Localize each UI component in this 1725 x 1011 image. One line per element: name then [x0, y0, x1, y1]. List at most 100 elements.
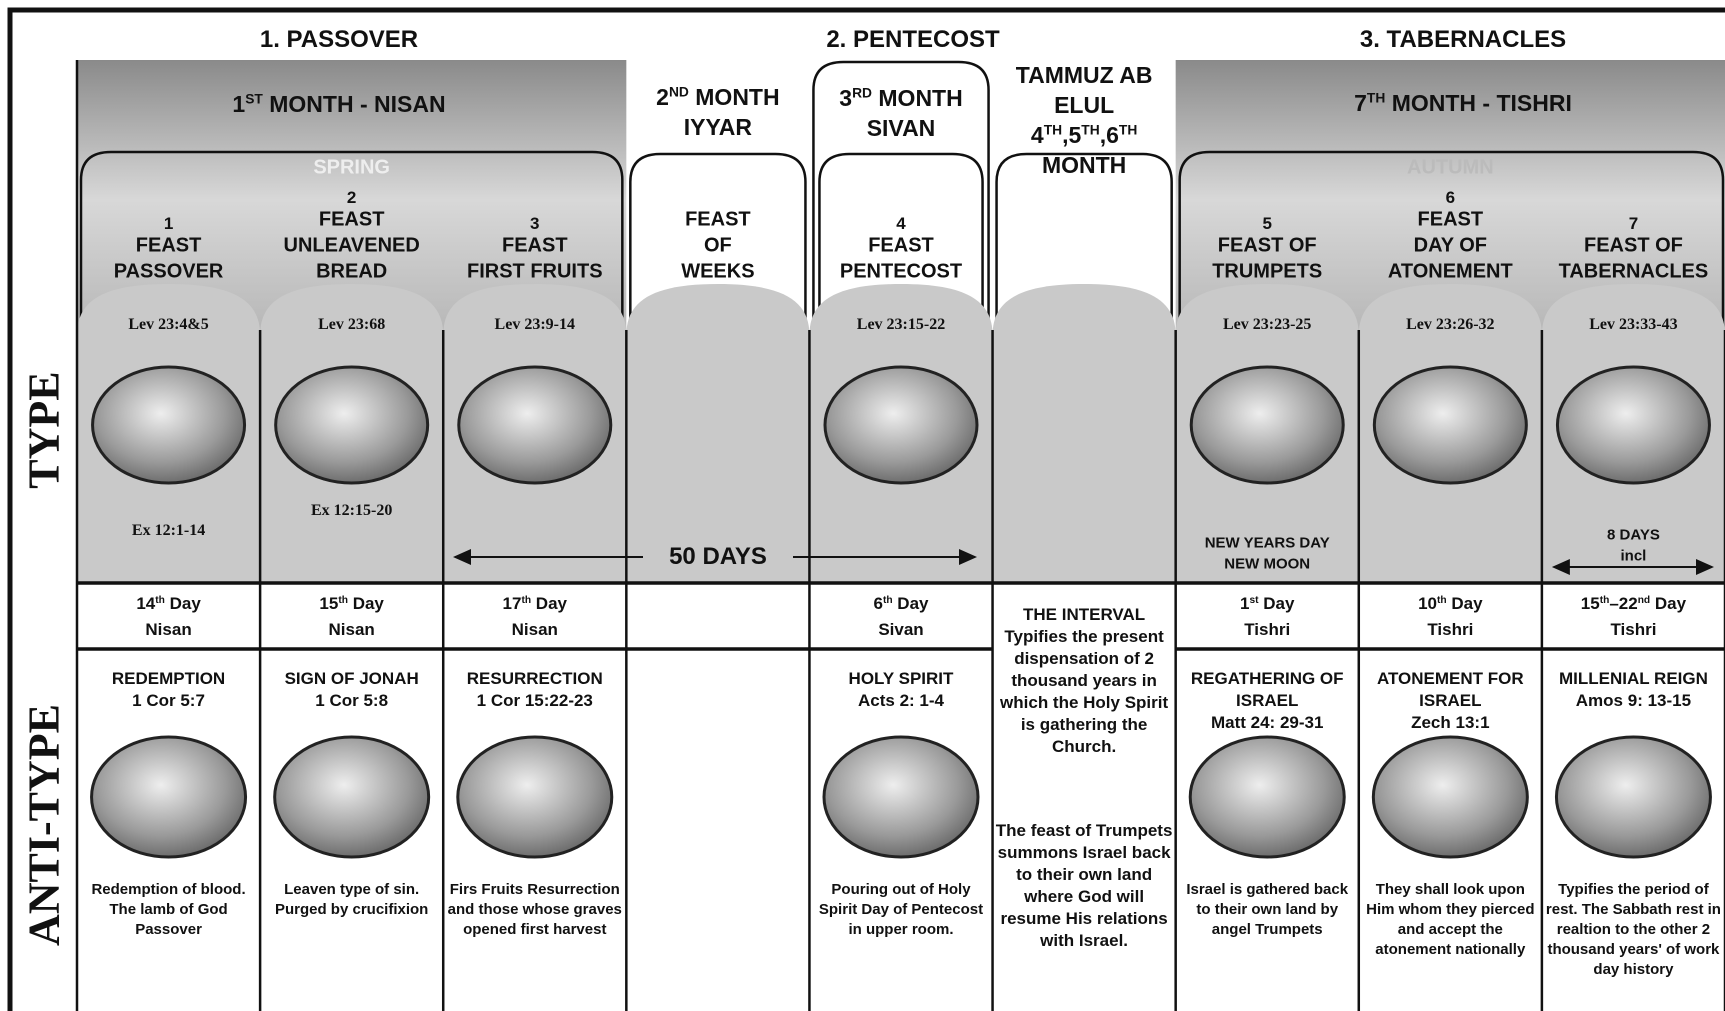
- superscript: th: [338, 595, 348, 607]
- feast-number: 5: [1262, 214, 1272, 234]
- type-note: Ex 12:1-14: [131, 521, 206, 539]
- date-day: 15th Day: [260, 594, 443, 614]
- text-segment: MONTH: [1041, 152, 1127, 178]
- text-segment: 1: [232, 91, 246, 117]
- feast-name: FEAST: [135, 234, 202, 257]
- feast-name: FEAST: [1417, 208, 1484, 231]
- month-line: TAMMUZ AB: [994, 60, 1174, 90]
- anti-type-picture: [273, 735, 431, 859]
- feast-name: UNLEAVENED: [283, 234, 420, 257]
- anti-text: Redemption of blood. The lamb of God Pas…: [91, 881, 246, 938]
- type-note: 8 DAYS: [1607, 526, 1660, 544]
- superscript: st: [1249, 595, 1259, 607]
- text-segment: Day: [164, 594, 201, 614]
- date-month: Tishri: [1244, 620, 1291, 640]
- type-note: Ex 12:15-20: [311, 501, 393, 519]
- date-day: 17th Day: [443, 594, 626, 614]
- scripture-ref: Lev 23:26-32: [1406, 315, 1495, 333]
- month-label: 7TH MONTH - TISHRI: [1263, 88, 1663, 118]
- feast-name: FEAST: [685, 208, 751, 231]
- type-picture: [274, 365, 430, 485]
- text-segment: 17: [502, 594, 522, 614]
- scripture-ref: Lev 23:4&5: [128, 315, 209, 333]
- frame: [7, 7, 1725, 1011]
- interval-text: Typifies the present dispensation of 2 t…: [1000, 627, 1169, 756]
- type-picture: [1372, 365, 1528, 485]
- season-arch: [1178, 150, 1725, 340]
- text-segment: 10: [1418, 594, 1437, 614]
- feast-name: FEAST: [318, 208, 385, 231]
- text-segment: IYYAR: [683, 114, 752, 140]
- anti-title: HOLY SPIRIT: [848, 669, 954, 688]
- dome: [992, 284, 1176, 583]
- date-month: Nisan: [511, 620, 558, 640]
- month-line: 1ST MONTH - NISAN: [189, 89, 489, 119]
- interval-title: THE INTERVAL: [1023, 605, 1146, 624]
- scripture-ref: Lev 23:68: [318, 315, 386, 333]
- text-segment: MONTH - TISHRI: [1385, 90, 1572, 116]
- date-month: Nisan: [145, 620, 192, 640]
- anti-text: Pouring out of Holy Spirit Day of Pentec…: [818, 881, 984, 938]
- anti-text: Firs Fruits Resurrection and those whose…: [447, 881, 622, 938]
- anti-type-picture: [90, 735, 248, 859]
- month-label: 2ND MONTH IYYAR: [628, 82, 808, 142]
- season-label: AUTUMN: [1407, 156, 1494, 179]
- date-day: 6th Day: [809, 594, 992, 614]
- anti-type-picture: [1371, 735, 1529, 859]
- text-segment: 15: [1580, 594, 1600, 614]
- feast-name: TABERNACLES: [1558, 260, 1709, 283]
- feast-name: TRUMPETS: [1212, 260, 1323, 283]
- fifty-days: 50 DAYS: [643, 543, 793, 571]
- anti-header: SIGN OF JONAH 1 Cor 5:8: [264, 668, 439, 712]
- feast-name: PASSOVER: [113, 260, 224, 283]
- type-picture: [1189, 365, 1345, 485]
- text-segment: 6: [873, 594, 883, 614]
- feast-name: WEEKS: [681, 260, 755, 283]
- month-label: TAMMUZ AB ELUL 4TH,5TH,6TH MONTH: [994, 60, 1174, 180]
- text-segment: Day: [1446, 594, 1483, 614]
- type-picture: [1555, 365, 1711, 485]
- superscript: th: [882, 595, 893, 607]
- feast-name: FEAST OF: [1583, 234, 1683, 257]
- feast-name: FEAST: [501, 234, 568, 257]
- superscript: nd: [1637, 595, 1651, 607]
- type-note: NEW YEARS DAY: [1204, 534, 1330, 552]
- type-note: incl: [1620, 547, 1647, 565]
- month-line: SIVAN: [811, 113, 991, 143]
- text-segment: TAMMUZ AB: [1015, 62, 1153, 88]
- date-month: Sivan: [878, 620, 924, 640]
- superscript: ST: [245, 91, 263, 107]
- date-month: Nisan: [328, 620, 375, 640]
- anti-title: REGATHERING OF ISRAEL: [1190, 669, 1344, 710]
- feast-number: 4: [896, 214, 906, 234]
- season-arch: [79, 150, 624, 340]
- anti-header: HOLY SPIRIT Acts 2: 1-4: [813, 668, 988, 712]
- anti-title: REDEMPTION: [111, 669, 226, 688]
- feast-name: PENTECOST: [839, 260, 963, 283]
- superscript: th: [521, 595, 532, 607]
- type-picture: [457, 365, 613, 485]
- anti-ref: 1 Cor 5:8: [315, 691, 389, 710]
- feast-number: 3: [530, 214, 540, 234]
- feast-number: 6: [1445, 188, 1456, 208]
- anti-ref: Zech 13:1: [1411, 713, 1490, 732]
- superscript: th: [155, 595, 165, 607]
- text-segment: Day: [1258, 594, 1295, 614]
- text-segment: Day: [892, 594, 929, 614]
- anti-ref: Amos 9: 13-15: [1575, 691, 1692, 710]
- feast-number: 2: [346, 188, 357, 208]
- feast-number: 1: [163, 214, 174, 234]
- month-line: MONTH: [994, 150, 1174, 180]
- text-segment: 14: [136, 594, 156, 614]
- anti-type-picture: [456, 735, 614, 859]
- text-segment: 7: [1354, 90, 1367, 116]
- feast-name: FIRST FRUITS: [467, 260, 603, 283]
- text-segment: 1: [1239, 594, 1250, 614]
- anti-header: REDEMPTION 1 Cor 5:7: [81, 668, 256, 712]
- anti-type-picture: [1554, 735, 1712, 859]
- superscript: TH: [1366, 90, 1386, 106]
- anti-text: Typifies the period of rest. The Sabbath…: [1545, 881, 1721, 978]
- superscript: TH: [1118, 122, 1138, 138]
- month-arch: [812, 60, 990, 340]
- type-note: NEW MOON: [1224, 555, 1311, 573]
